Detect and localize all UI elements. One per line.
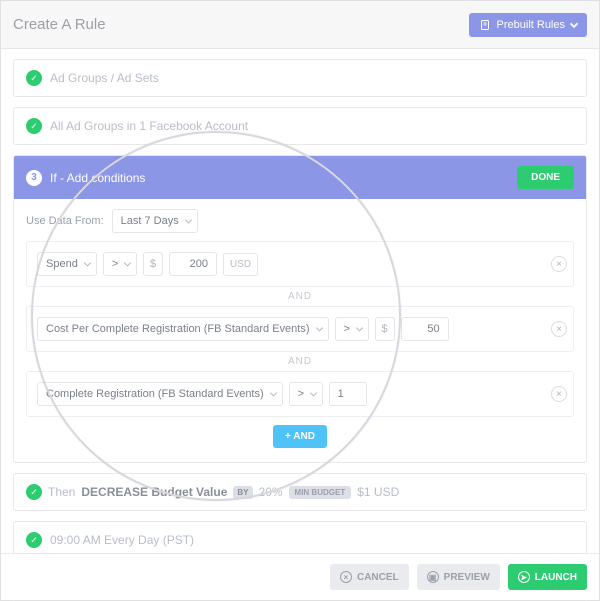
unit-label: USD: [223, 253, 258, 276]
footer: ×CANCEL ▣PREVIEW ➤LAUNCH: [1, 553, 599, 600]
operator-select[interactable]: >: [335, 317, 369, 341]
chevron-down-icon: [270, 389, 277, 396]
page-title: Create A Rule: [13, 16, 106, 33]
chevron-down-icon: [185, 216, 192, 223]
operator-select[interactable]: >: [289, 382, 323, 406]
operator-select[interactable]: >: [103, 252, 137, 276]
rocket-icon: ➤: [518, 571, 530, 583]
check-icon: [26, 532, 42, 548]
done-button[interactable]: DONE: [517, 166, 574, 189]
and-separator: AND: [26, 352, 574, 371]
chevron-down-icon: [124, 259, 131, 266]
date-range-label: Use Data From:: [26, 215, 104, 227]
check-icon: [26, 70, 42, 86]
metric-select[interactable]: Complete Registration (FB Standard Event…: [37, 382, 283, 406]
value-input[interactable]: 50: [401, 317, 449, 341]
step-label: 09:00 AM Every Day (PST): [50, 533, 194, 547]
topbar: Create A Rule Prebuilt Rules: [1, 1, 599, 49]
condition-row: Spend > $ 200 USD ×: [26, 241, 574, 287]
if-conditions-panel: 3 If - Add conditions DONE Use Data From…: [13, 155, 587, 463]
launch-button[interactable]: ➤LAUNCH: [508, 564, 587, 590]
step-ad-groups[interactable]: Ad Groups / Ad Sets: [13, 59, 587, 97]
action-text: DECREASE Budget Value: [81, 485, 227, 499]
chevron-down-icon: [310, 389, 317, 396]
currency-symbol: $: [143, 252, 163, 276]
metric-select[interactable]: Cost Per Complete Registration (FB Stand…: [37, 317, 329, 341]
remove-condition-button[interactable]: ×: [551, 321, 567, 337]
chevron-down-icon: [355, 324, 362, 331]
by-pill: BY: [233, 486, 252, 499]
close-icon: ×: [340, 571, 352, 583]
panel-title: If - Add conditions: [50, 171, 145, 185]
min-budget-pill: MIN BUDGET: [289, 486, 352, 499]
prebuilt-rules-label: Prebuilt Rules: [497, 19, 565, 31]
condition-row: Cost Per Complete Registration (FB Stand…: [26, 306, 574, 352]
chevron-down-icon: [84, 259, 91, 266]
step-then-action[interactable]: Then DECREASE Budget Value BY 20% MIN BU…: [13, 473, 587, 511]
metric-select[interactable]: Spend: [37, 252, 97, 276]
add-and-button[interactable]: + AND: [273, 425, 327, 448]
cancel-button[interactable]: ×CANCEL: [330, 564, 409, 590]
step-label: Ad Groups / Ad Sets: [50, 71, 159, 85]
preview-button[interactable]: ▣PREVIEW: [417, 564, 500, 590]
remove-condition-button[interactable]: ×: [551, 256, 567, 272]
check-icon: [26, 118, 42, 134]
condition-row: Complete Registration (FB Standard Event…: [26, 371, 574, 417]
and-separator: AND: [26, 287, 574, 306]
prebuilt-rules-button[interactable]: Prebuilt Rules: [469, 13, 587, 37]
currency-symbol: $: [375, 317, 395, 341]
remove-condition-button[interactable]: ×: [551, 386, 567, 402]
step-label: All Ad Groups in 1 Facebook Account: [50, 119, 248, 133]
chevron-down-icon: [570, 19, 578, 27]
step-all-ad-groups[interactable]: All Ad Groups in 1 Facebook Account: [13, 107, 587, 145]
camera-icon: ▣: [427, 571, 439, 583]
step-number-badge: 3: [26, 170, 42, 186]
chevron-down-icon: [315, 324, 322, 331]
document-icon: [479, 19, 491, 31]
panel-header: 3 If - Add conditions DONE: [14, 156, 586, 199]
value-input[interactable]: 1: [329, 382, 367, 406]
date-range-select[interactable]: Last 7 Days: [112, 209, 198, 233]
value-input[interactable]: 200: [169, 252, 217, 276]
check-icon: [26, 484, 42, 500]
